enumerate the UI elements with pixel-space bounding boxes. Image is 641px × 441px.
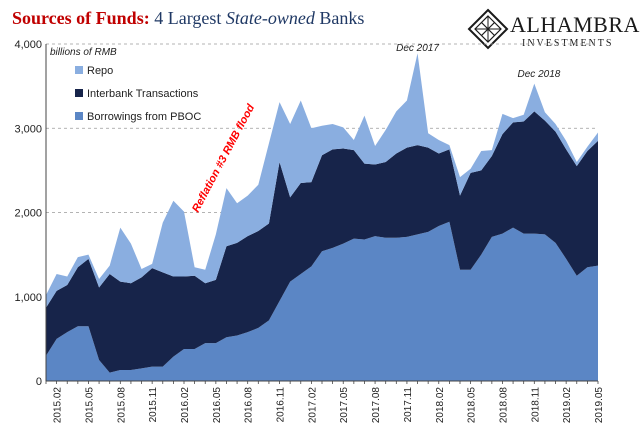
x-tick-label: 2019.02: [562, 387, 573, 424]
x-tick-label: 2017.11: [403, 387, 414, 423]
legend-swatch: [75, 66, 83, 74]
x-tick-label: 2017.05: [339, 387, 350, 424]
x-tick-label: 2017.08: [371, 387, 382, 424]
logo-subtitle: INVESTMENTS: [522, 38, 614, 49]
title-bold: Sources of Funds:: [12, 8, 150, 28]
x-tick-label: 2016.02: [180, 387, 191, 424]
legend-swatch: [75, 89, 83, 97]
unit-label: billions of RMB: [50, 47, 117, 58]
legend-swatch: [75, 112, 83, 120]
annotation-dec-2017: Dec 2017: [396, 43, 439, 54]
title-part-2: Banks: [319, 8, 365, 28]
annotation-dec-2018: Dec 2018: [518, 69, 561, 80]
logo-name: ALHAMBRA: [510, 12, 640, 37]
x-tick-label: 2015.08: [116, 387, 127, 424]
y-tick-label: 1,000: [14, 292, 42, 304]
diamond-lattice-icon: [467, 8, 509, 50]
alhambra-logo: ALHAMBRA INVESTMENTS: [467, 8, 639, 52]
x-tick-label: 2018.11: [530, 387, 541, 423]
y-tick-label: 4,000: [14, 39, 42, 51]
x-tick-label: 2016.05: [212, 387, 223, 424]
title-part-1: 4 Largest: [154, 8, 222, 28]
x-tick-label: 2015.02: [53, 387, 64, 424]
x-tick-label: 2016.08: [244, 387, 255, 424]
y-tick-label: 3,000: [14, 123, 42, 135]
legend-label: Interbank Transactions: [87, 88, 199, 100]
y-tick-label: 0: [36, 376, 42, 388]
y-tick-label: 2,000: [14, 208, 42, 220]
x-tick-label: 2015.11: [148, 387, 159, 423]
x-tick-label: 2018.05: [467, 387, 478, 424]
chart-title: Sources of Funds: 4 Largest State-owned …: [12, 8, 364, 29]
x-tick-label: 2016.11: [276, 387, 287, 423]
x-tick-label: 2017.02: [307, 387, 318, 424]
series-area-0: [46, 221, 598, 381]
x-tick-label: 2018.08: [498, 387, 509, 424]
legend-label: Borrowings from PBOC: [87, 111, 201, 123]
x-tick-label: 2015.05: [84, 387, 95, 424]
series-area-1: [46, 111, 598, 373]
x-tick-label: 2018.02: [435, 387, 446, 424]
legend-label: Repo: [87, 65, 113, 77]
series-area-2: [46, 53, 598, 308]
x-tick-label: 2019.05: [594, 387, 605, 424]
title-italic: State-owned: [225, 8, 315, 28]
